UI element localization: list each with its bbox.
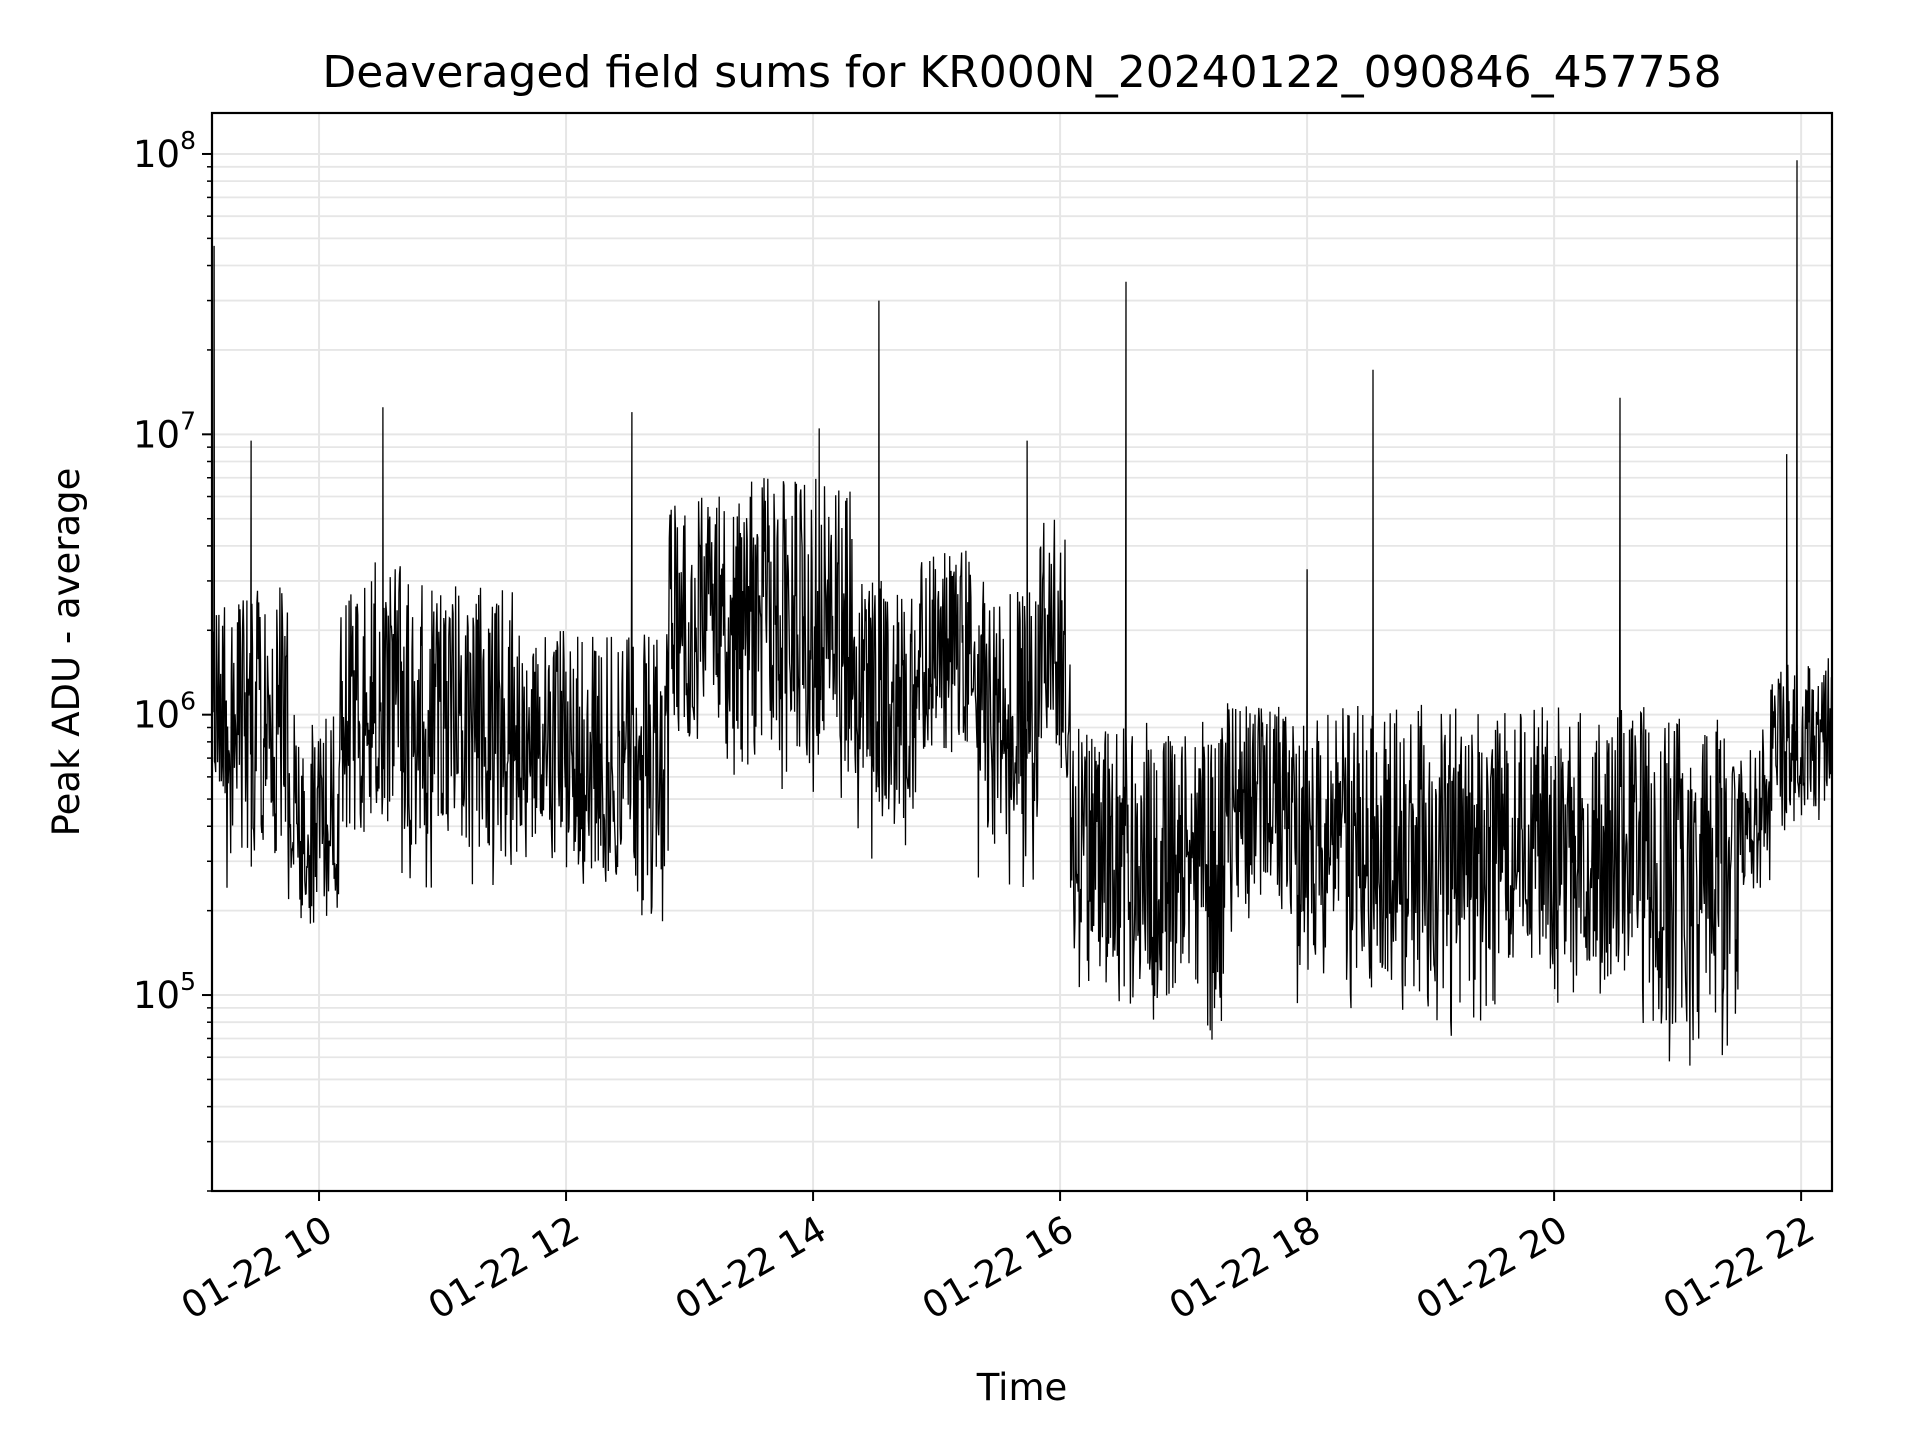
series-line-group bbox=[211, 160, 1833, 1066]
y-axis-label: Peak ADU - average bbox=[45, 468, 88, 837]
y-tick-label: 106 bbox=[133, 687, 196, 737]
x-axis-label: Time bbox=[976, 1366, 1068, 1409]
y-tick-label: 105 bbox=[133, 967, 196, 1017]
series-line bbox=[211, 160, 1833, 1066]
plot-area-frame bbox=[210, 111, 1834, 1193]
y-tick-label: 107 bbox=[133, 406, 196, 456]
y-tick-label: 108 bbox=[133, 126, 196, 176]
chart-title: Deaveraged field sums for KR000N_2024012… bbox=[322, 47, 1721, 98]
